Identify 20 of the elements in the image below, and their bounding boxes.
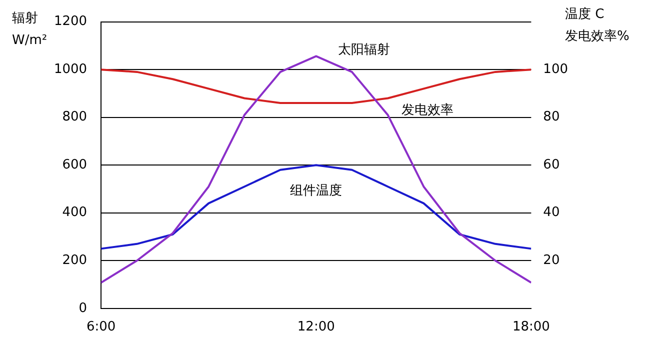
y-tick-label: 800 — [62, 110, 88, 125]
y-tick-label: 400 — [62, 205, 88, 220]
x-tick-label: 12:00 — [297, 320, 335, 335]
y2-axis-title: 温度 C 发电效率% — [565, 6, 630, 46]
y-tick-label: 0 — [78, 300, 88, 316]
x-tick-label: 18:00 — [512, 320, 550, 335]
y-axis-title: 辐射 W/m² — [12, 10, 48, 50]
y2-tick-label: 100 — [543, 62, 568, 77]
y2-tick-label: 40 — [543, 205, 560, 220]
series-label: 太阳辐射 — [338, 42, 390, 58]
y-tick-label: 1200 — [54, 14, 88, 30]
series-label: 组件温度 — [290, 182, 342, 198]
y-tick-label: 1000 — [54, 62, 88, 77]
y2-tick-label: 60 — [543, 157, 560, 172]
y2-tick-label: 20 — [543, 253, 560, 268]
x-tick-label: 6:00 — [86, 320, 116, 335]
y-tick-label: 600 — [62, 157, 88, 172]
series-label: 发电效率 — [402, 102, 454, 118]
y2-tick-label: 80 — [543, 110, 560, 125]
y-tick-label: 200 — [62, 253, 88, 268]
